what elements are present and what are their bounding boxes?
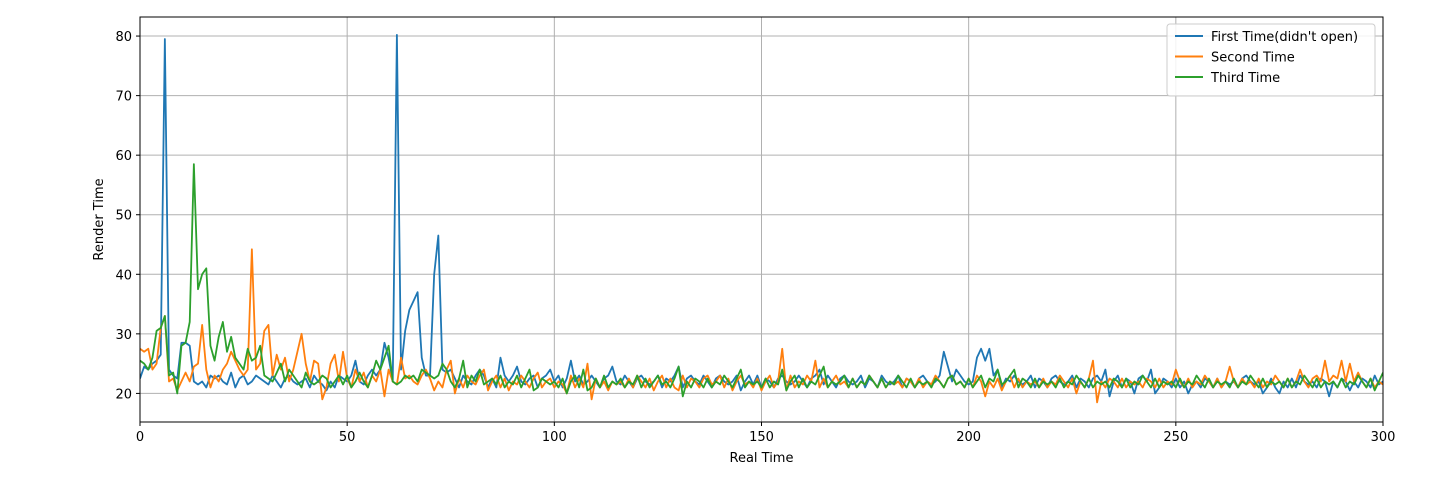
y-tick-label: 70 bbox=[115, 90, 132, 105]
plot-area bbox=[140, 33, 1383, 404]
legend-entry-label: Second Time bbox=[1211, 51, 1295, 66]
legend-box bbox=[1166, 23, 1376, 97]
legend: First Time(didn't open) Second Time Third … bbox=[1166, 23, 1376, 97]
y-axis: 20 30 40 50 60 70 80 bbox=[115, 30, 140, 402]
series-line-3 bbox=[140, 163, 1383, 398]
x-tick-label: 300 bbox=[1371, 430, 1396, 445]
y-tick-label: 40 bbox=[115, 268, 132, 283]
y-axis-label: Render Time bbox=[92, 178, 107, 260]
x-axis: 0 50 100 150 200 250 300 bbox=[136, 422, 1396, 445]
x-tick-label: 0 bbox=[136, 430, 144, 445]
y-tick-label: 20 bbox=[115, 387, 132, 402]
x-tick-label: 200 bbox=[956, 430, 981, 445]
x-axis-label: Real Time bbox=[730, 451, 794, 466]
x-tick-label: 250 bbox=[1163, 430, 1188, 445]
legend-entry-label: Third Time bbox=[1210, 71, 1280, 86]
x-tick-label: 50 bbox=[339, 430, 356, 445]
y-tick-label: 60 bbox=[115, 149, 132, 164]
y-tick-label: 80 bbox=[115, 30, 132, 45]
grid-lines bbox=[139, 17, 1384, 422]
y-tick-label: 30 bbox=[115, 328, 132, 343]
x-tick-label: 100 bbox=[542, 430, 567, 445]
x-tick-label: 150 bbox=[749, 430, 774, 445]
y-tick-label: 50 bbox=[115, 209, 132, 224]
legend-entry-label: First Time(didn't open) bbox=[1211, 30, 1358, 45]
series-line-2 bbox=[140, 248, 1383, 404]
